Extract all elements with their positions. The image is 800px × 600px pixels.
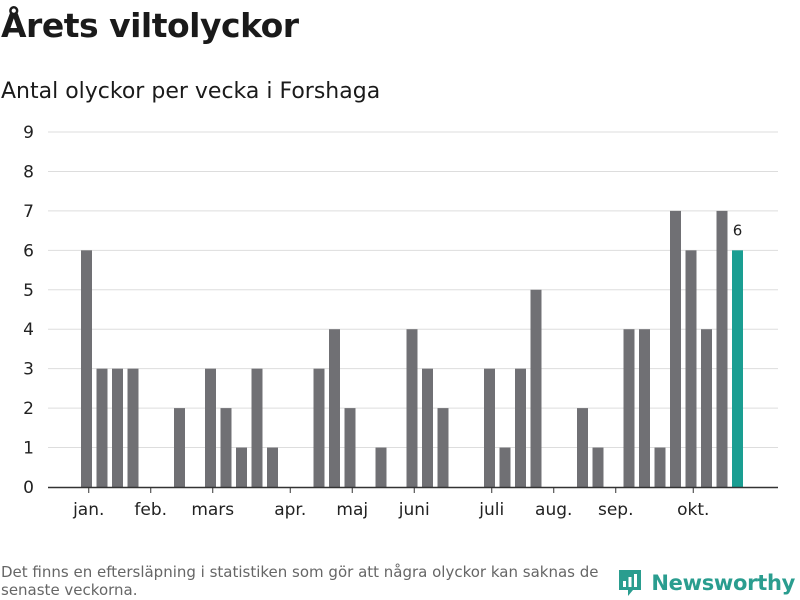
bar	[422, 368, 433, 487]
x-tick-label: aug.	[535, 500, 572, 520]
bar	[236, 447, 247, 487]
bar	[484, 368, 495, 487]
x-tick-label: apr.	[274, 500, 306, 520]
brand-name: Newsworthy	[651, 571, 795, 595]
bar	[344, 408, 356, 487]
y-tick-label: 0	[23, 478, 34, 498]
bar	[701, 329, 712, 487]
bar	[220, 408, 232, 487]
bar	[96, 368, 108, 487]
y-tick-label: 7	[23, 202, 34, 222]
newsworthy-logo-icon	[619, 570, 642, 596]
bar-chart: 0 1 2 3 4 5 6 7 8 9 6 jan. feb. mars apr. maj juni juli au…	[23, 123, 778, 520]
bar	[654, 447, 666, 487]
bar	[251, 368, 263, 487]
y-tick-label: 3	[23, 360, 34, 380]
bar	[437, 408, 449, 487]
bar	[375, 447, 387, 487]
brand[interactable]: Newsworthy	[617, 568, 795, 598]
footnote: Det finns en eftersläpning i statistiken…	[1, 563, 599, 599]
bar	[81, 250, 92, 487]
y-tick-label: 2	[23, 399, 34, 419]
x-tick-label: juni	[398, 500, 430, 520]
bar	[685, 250, 697, 487]
bar	[515, 368, 526, 487]
x-tick-label: jan.	[72, 500, 104, 520]
chart-title: Årets viltolyckor	[1, 6, 299, 45]
bar	[499, 447, 511, 487]
x-tick-label: juli	[478, 500, 504, 520]
bar-highlight	[732, 250, 743, 487]
y-tick-label: 1	[23, 439, 34, 459]
bar	[112, 368, 123, 487]
bar	[716, 210, 728, 487]
bar-data-label: 6	[733, 221, 743, 239]
bar	[639, 329, 650, 487]
bar	[267, 447, 278, 487]
bar	[174, 408, 185, 487]
x-tick-label: feb.	[134, 500, 167, 520]
y-tick-label: 9	[23, 123, 34, 143]
bar	[530, 289, 542, 487]
bar	[623, 329, 635, 487]
y-tick-label: 8	[23, 162, 34, 182]
x-tick-label: mars	[191, 500, 234, 520]
bar	[592, 447, 604, 487]
x-tick-label: maj	[336, 500, 368, 520]
bar	[313, 368, 325, 487]
y-tick-label: 6	[23, 241, 34, 261]
x-tick-label: okt.	[677, 500, 709, 520]
bar	[205, 368, 216, 487]
bar	[577, 408, 588, 487]
bar	[329, 329, 340, 487]
x-tick-label: sep.	[598, 500, 634, 520]
bar	[670, 210, 681, 487]
y-tick-label: 5	[23, 281, 34, 301]
bar	[127, 368, 139, 487]
y-tick-label: 4	[23, 320, 34, 340]
bar	[406, 329, 418, 487]
chart-subtitle: Antal olyckor per vecka i Forshaga	[1, 79, 381, 104]
